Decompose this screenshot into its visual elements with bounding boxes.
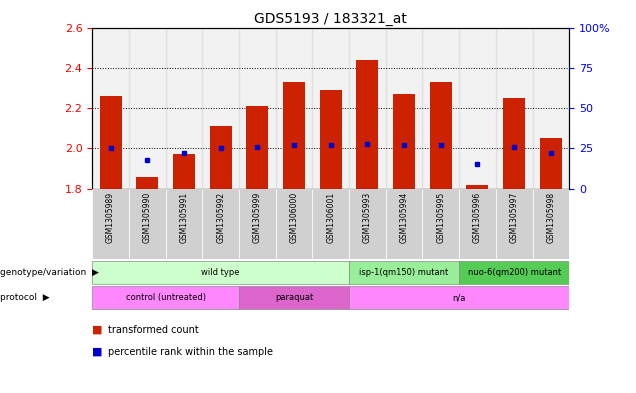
Text: nuo-6(qm200) mutant: nuo-6(qm200) mutant <box>467 268 561 277</box>
Bar <box>239 189 275 259</box>
Bar <box>239 28 275 189</box>
Title: GDS5193 / 183321_at: GDS5193 / 183321_at <box>254 13 407 26</box>
Bar <box>275 189 312 259</box>
Bar <box>202 189 239 259</box>
Text: GSM1305991: GSM1305991 <box>179 192 188 243</box>
Bar <box>312 189 349 259</box>
Bar <box>275 28 312 189</box>
Bar <box>532 28 569 189</box>
Bar <box>136 176 158 189</box>
Text: GSM1305992: GSM1305992 <box>216 192 225 243</box>
Text: genotype/variation  ▶: genotype/variation ▶ <box>0 268 99 277</box>
Bar <box>92 286 239 309</box>
Bar <box>283 82 305 189</box>
Bar <box>459 261 569 284</box>
Text: GSM1305998: GSM1305998 <box>546 192 555 243</box>
Text: GSM1305989: GSM1305989 <box>106 192 115 243</box>
Bar <box>386 28 422 189</box>
Bar <box>422 28 459 189</box>
Bar <box>92 261 349 284</box>
Bar <box>246 106 268 189</box>
Bar <box>349 286 569 309</box>
Text: protocol  ▶: protocol ▶ <box>0 293 50 302</box>
Bar <box>349 28 386 189</box>
Bar <box>459 28 496 189</box>
Text: GSM1305999: GSM1305999 <box>253 192 262 243</box>
Bar <box>386 189 422 259</box>
Bar <box>92 189 129 259</box>
Text: GSM1306000: GSM1306000 <box>289 192 298 243</box>
Bar <box>312 28 349 189</box>
Bar <box>349 261 459 284</box>
Bar <box>349 189 386 259</box>
Text: GSM1305994: GSM1305994 <box>399 192 408 243</box>
Bar <box>239 286 349 309</box>
Text: transformed count: transformed count <box>108 325 199 335</box>
Bar <box>356 60 378 189</box>
Bar <box>422 189 459 259</box>
Bar <box>496 28 532 189</box>
Bar <box>459 189 496 259</box>
Bar <box>532 189 569 259</box>
Text: GSM1305993: GSM1305993 <box>363 192 372 243</box>
Text: n/a: n/a <box>452 293 466 302</box>
Bar <box>165 189 202 259</box>
Text: isp-1(qm150) mutant: isp-1(qm150) mutant <box>359 268 449 277</box>
Bar <box>393 94 415 189</box>
Bar <box>430 82 452 189</box>
Text: ■: ■ <box>92 347 103 357</box>
Bar <box>210 126 232 189</box>
Bar <box>466 185 488 189</box>
Bar <box>540 138 562 189</box>
Text: GSM1305995: GSM1305995 <box>436 192 445 243</box>
Text: GSM1305990: GSM1305990 <box>142 192 152 243</box>
Bar <box>202 28 239 189</box>
Bar <box>100 96 121 189</box>
Text: ■: ■ <box>92 325 103 335</box>
Bar <box>129 189 165 259</box>
Text: GSM1305997: GSM1305997 <box>509 192 519 243</box>
Text: control (untreated): control (untreated) <box>125 293 205 302</box>
Text: GSM1305996: GSM1305996 <box>473 192 482 243</box>
Bar <box>496 189 532 259</box>
Text: GSM1306001: GSM1306001 <box>326 192 335 243</box>
Text: percentile rank within the sample: percentile rank within the sample <box>108 347 273 357</box>
Text: paraquat: paraquat <box>275 293 313 302</box>
Bar <box>165 28 202 189</box>
Bar <box>320 90 342 189</box>
Bar <box>503 98 525 189</box>
Bar <box>129 28 165 189</box>
Bar <box>173 154 195 189</box>
Bar <box>92 28 129 189</box>
Text: wild type: wild type <box>202 268 240 277</box>
